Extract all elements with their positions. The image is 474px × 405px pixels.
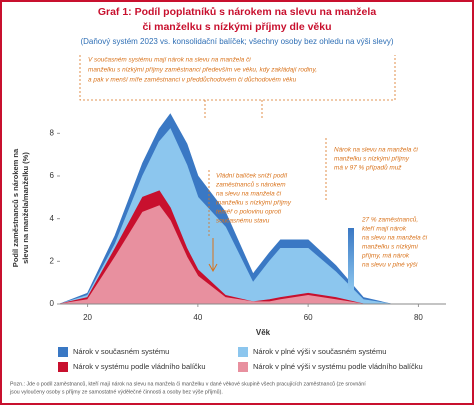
legend-label: Nárok v systému podle vládního balíčku [73,362,206,371]
y-tick-label: 8 [50,128,55,137]
legend-label: Nárok v plné výši v současném systému [253,347,386,356]
annotation: manželku s nízkými [362,244,418,251]
chart-subtitle: (Daňový systém 2023 vs. konsolidační bal… [80,37,393,46]
x-tick-label: 80 [414,313,423,322]
area-line [59,205,391,305]
x-tick-label: 20 [83,313,92,322]
legend-swatch [238,347,248,357]
y-axis-label: slevu na manžela/manželku (%) [21,152,30,264]
y-axis-label: Podíl zaměstnanců s nárokem na [11,148,20,267]
y-tick-label: 0 [50,299,55,308]
area-line [59,128,391,305]
x-tick-label: 60 [304,313,313,322]
area-fill [60,205,391,304]
annotation: má v 97 % případů muž [334,164,402,172]
annotation: příjmy, má nárok [361,253,410,260]
annotation: na slevu na manžela či [362,235,428,242]
chart-title: Graf 1: Podíl poplatníků s nárokem na sl… [98,6,376,18]
annotation: 27 % zaměstnanců, [361,216,418,224]
y-tick-label: 2 [50,256,55,265]
annotation-lines [79,55,396,238]
annotation: a pak v menší míře zaměstnanci v předdůc… [88,76,297,84]
y-tick-label: 4 [50,214,55,223]
annotation: Vládní balíček sníží podíl [216,173,288,180]
annotation: téměř o polovinu oproti [216,209,282,216]
legend-swatch [238,362,248,372]
annotation: Nárok na slevu na manžela či [334,147,418,154]
annotation: současnému stavu [216,218,270,225]
annotation-arrow [208,238,218,273]
annotation: manželku s nízkými příjmy [334,156,410,163]
legend-swatch [58,347,68,357]
footnote: jsou vyloučeny osoby s příjmy ze samosta… [9,388,223,395]
annotation: zaměstnanců s nárokem [215,181,286,189]
legend-swatch [58,362,68,372]
legend-label: Nárok v plné výši v systému podle vládní… [253,362,423,371]
annotation: V současném systému mají nárok na slevu … [88,57,251,64]
plot: 0 2 4 6 8 20 40 60 80 Věk Podíl zaměstnanců s náro… [11,113,446,337]
footnote: Pozn.: Jde o podíl zaměstnanců, kteří ma… [10,380,366,387]
annotation: kteří mají nárok [362,226,407,233]
annotation: manželku s nízkými příjmy zaměstnanci př… [88,67,317,74]
annotation-bar [348,228,354,290]
annotation: manželku s nízkými příjmy [216,200,292,207]
x-axis-label: Věk [256,328,271,337]
annotation: na slevu na manžela či [216,191,282,198]
x-tick-label: 40 [193,313,202,322]
chart-title: či manželku s nízkými příjmy dle věku [142,21,331,33]
y-tick-label: 6 [50,171,55,180]
area-line [59,190,391,305]
legend-label: Nárok v současném systému [73,347,169,356]
area-line [59,113,391,305]
annotation: na slevu v plné výši [362,262,418,269]
